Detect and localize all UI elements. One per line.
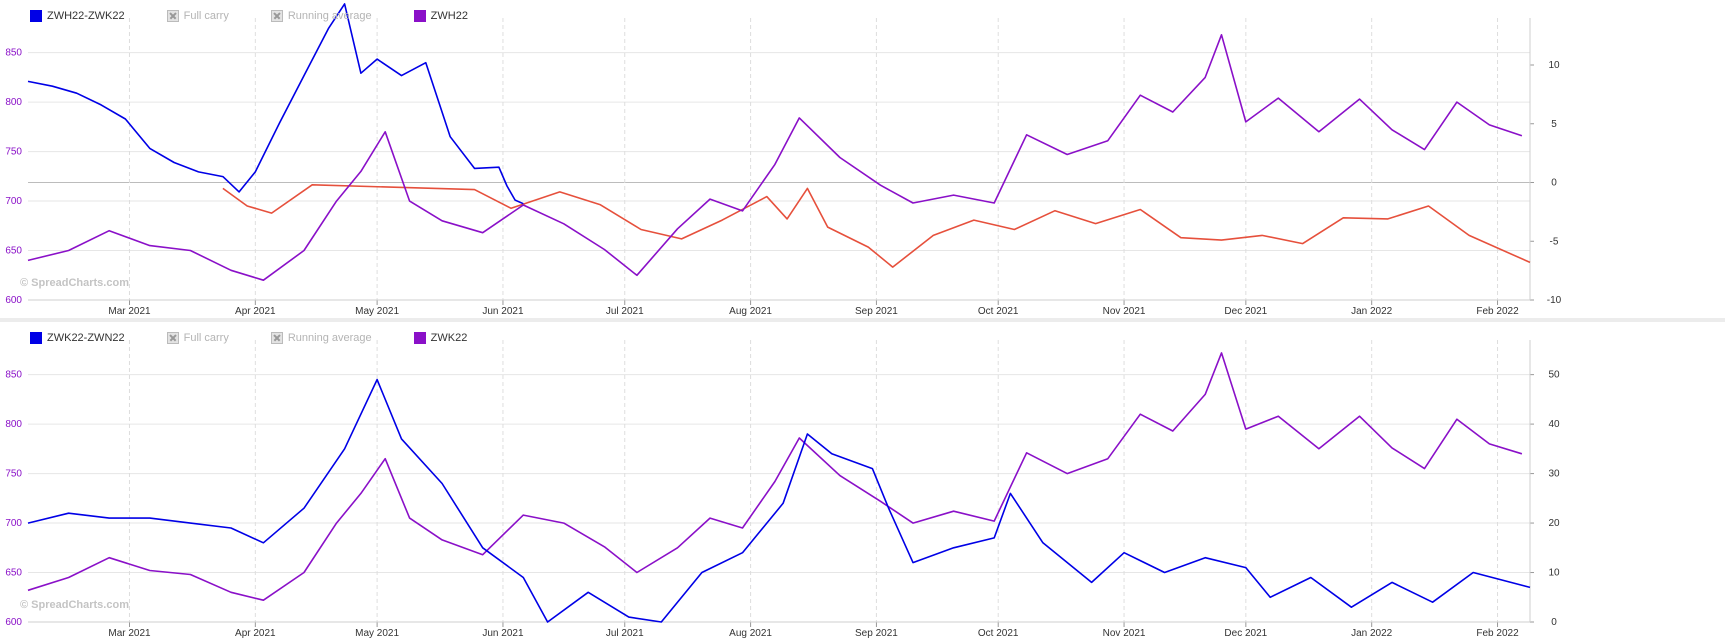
legend-item-outright[interactable]: ZWK22 bbox=[413, 332, 468, 344]
legend-swatch-spread bbox=[30, 10, 42, 22]
x-tick-label: Sep 2021 bbox=[855, 306, 898, 317]
x-tick-label: Dec 2021 bbox=[1224, 628, 1267, 639]
series-line-outright bbox=[27, 33, 1523, 282]
y-left-tick-label: 650 bbox=[5, 568, 22, 579]
y-right-tick-label: 0 bbox=[1551, 178, 1557, 189]
y-right-tick-label: 50 bbox=[1548, 370, 1560, 381]
checkbox-off-icon bbox=[166, 332, 179, 344]
y-left-tick-label: 600 bbox=[5, 295, 22, 306]
legend-label-full-carry: Full carry bbox=[183, 10, 229, 22]
y-right-tick-label: -10 bbox=[1547, 295, 1562, 306]
y-left-tick-label: 650 bbox=[5, 246, 22, 257]
checkbox-off-icon bbox=[270, 332, 283, 344]
legend-item-spread[interactable]: ZWH22-ZWK22 bbox=[30, 10, 125, 22]
chart-panel-top: 600 650 700 750 800 850 -10 -5 0 5 10 Mar 2021 Apr 2… bbox=[0, 0, 1725, 318]
y-right-tick-label: -5 bbox=[1550, 236, 1559, 247]
y-left-tick-label: 700 bbox=[5, 196, 22, 207]
x-tick-label: Sep 2021 bbox=[855, 628, 898, 639]
series-line-spread bbox=[27, 3, 524, 205]
y-right-tick-label: 10 bbox=[1548, 60, 1560, 71]
y-left-tick-label: 750 bbox=[5, 147, 22, 158]
legend-label-running-average: Running average bbox=[287, 332, 372, 344]
legend-item-running-average[interactable]: Running average bbox=[270, 332, 372, 344]
y-right-tick-label: 20 bbox=[1548, 518, 1560, 529]
checkbox-off-icon bbox=[270, 10, 283, 22]
watermark-text: © SpreadCharts.com bbox=[20, 599, 129, 611]
y-right-tick-label: 0 bbox=[1551, 617, 1557, 628]
x-tick-label: Mar 2021 bbox=[108, 628, 151, 639]
chart-canvas-top: 600 650 700 750 800 850 -10 -5 0 5 10 Mar 2021 Apr 2… bbox=[5, 3, 1562, 317]
legend-label-outright: ZWH22 bbox=[430, 10, 468, 22]
legend-label-running-average: Running average bbox=[287, 10, 372, 22]
x-tick-label: Oct 2021 bbox=[978, 306, 1019, 317]
x-tick-label: Jun 2021 bbox=[482, 306, 524, 317]
panel-divider bbox=[0, 318, 1725, 322]
x-tick-label: Nov 2021 bbox=[1103, 628, 1146, 639]
legend-swatch-outright bbox=[413, 10, 426, 22]
y-left-tick-label: 850 bbox=[5, 370, 22, 381]
y-right-tick-label: 40 bbox=[1548, 419, 1560, 430]
series-line-carry bbox=[222, 184, 1531, 268]
y-left-tick-label: 850 bbox=[5, 48, 22, 59]
legend-label-full-carry: Full carry bbox=[183, 332, 229, 344]
x-tick-label: May 2021 bbox=[355, 628, 399, 639]
x-tick-label: Jan 2022 bbox=[1351, 628, 1393, 639]
legend-item-spread[interactable]: ZWK22-ZWN22 bbox=[30, 332, 125, 344]
y-left-tick-label: 700 bbox=[5, 518, 22, 529]
x-tick-label: Aug 2021 bbox=[729, 628, 772, 639]
x-tick-label: Dec 2021 bbox=[1224, 306, 1267, 317]
legend-item-outright[interactable]: ZWH22 bbox=[413, 10, 468, 22]
x-tick-label: Jul 2021 bbox=[606, 306, 644, 317]
watermark-text: © SpreadCharts.com bbox=[20, 277, 129, 289]
legend-top: ZWH22-ZWK22 Full carry Running average Z… bbox=[30, 8, 510, 24]
chart-panel-bottom: 600 650 700 750 800 850 0 10 20 30 40 50 Mar 2021 Apr… bbox=[0, 322, 1725, 640]
legend-item-full-carry[interactable]: Full carry bbox=[166, 10, 229, 22]
y-left-tick-label: 600 bbox=[5, 617, 22, 628]
grid bbox=[28, 18, 1530, 301]
legend-item-full-carry[interactable]: Full carry bbox=[166, 332, 229, 344]
legend-label-outright: ZWK22 bbox=[430, 332, 468, 344]
legend-item-running-average[interactable]: Running average bbox=[270, 10, 372, 22]
legend-swatch-spread bbox=[30, 332, 42, 344]
series-line-spread bbox=[27, 378, 1531, 623]
x-tick-label: Jun 2021 bbox=[482, 628, 524, 639]
legend-swatch-outright bbox=[413, 332, 426, 344]
y-right-tick-label: 10 bbox=[1548, 568, 1560, 579]
x-tick-label: May 2021 bbox=[355, 306, 399, 317]
legend-label-spread: ZWK22-ZWN22 bbox=[47, 332, 125, 344]
y-right-tick-label: 30 bbox=[1548, 469, 1560, 480]
x-tick-label: Mar 2021 bbox=[108, 306, 151, 317]
chart-canvas-bottom: 600 650 700 750 800 850 0 10 20 30 40 50 Mar 2021 Apr… bbox=[5, 340, 1560, 639]
legend-bottom: ZWK22-ZWN22 Full carry Running average Z… bbox=[30, 330, 509, 346]
x-tick-label: Feb 2022 bbox=[1476, 628, 1519, 639]
y-left-tick-label: 750 bbox=[5, 469, 22, 480]
y-left-tick-label: 800 bbox=[5, 97, 22, 108]
series-line-outright bbox=[27, 352, 1523, 602]
x-tick-label: Jul 2021 bbox=[606, 628, 644, 639]
y-right-tick-label: 5 bbox=[1551, 119, 1557, 130]
x-tick-label: Apr 2021 bbox=[235, 628, 276, 639]
x-tick-label: Apr 2021 bbox=[235, 306, 276, 317]
checkbox-off-icon bbox=[166, 10, 179, 22]
y-left-tick-label: 800 bbox=[5, 419, 22, 430]
x-tick-label: Nov 2021 bbox=[1103, 306, 1146, 317]
x-tick-label: Oct 2021 bbox=[978, 628, 1019, 639]
x-tick-label: Feb 2022 bbox=[1476, 306, 1519, 317]
x-tick-label: Aug 2021 bbox=[729, 306, 772, 317]
x-tick-label: Jan 2022 bbox=[1351, 306, 1393, 317]
legend-label-spread: ZWH22-ZWK22 bbox=[47, 10, 125, 22]
